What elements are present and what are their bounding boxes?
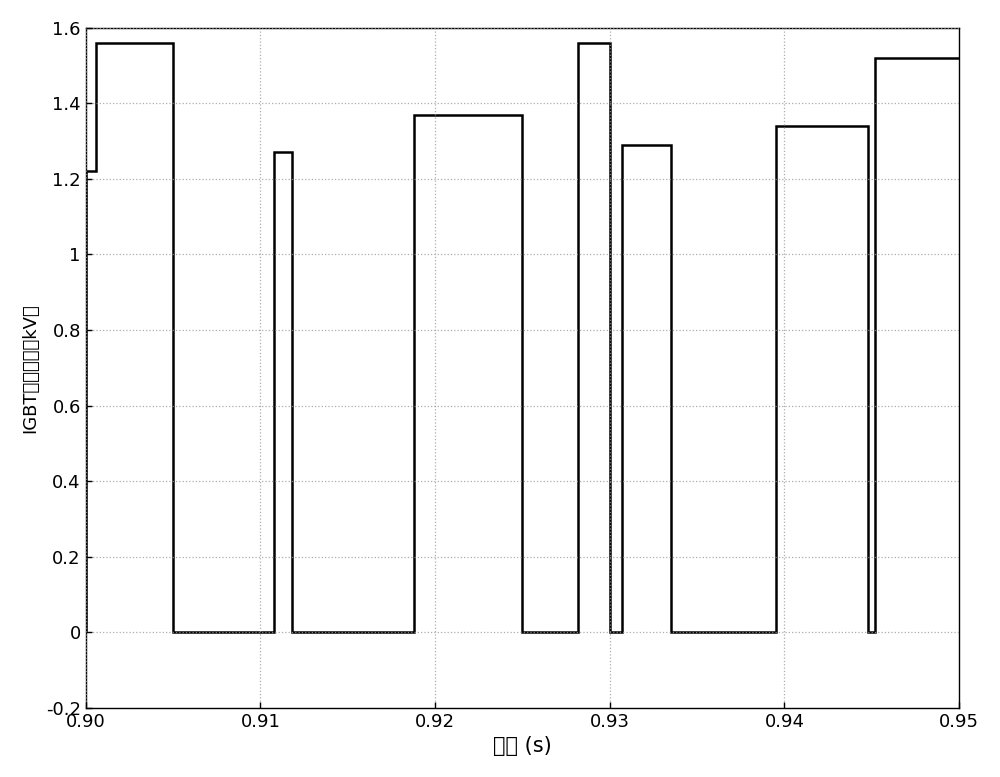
Y-axis label: IGBT芯片电压（kV）: IGBT芯片电压（kV） [21, 303, 39, 433]
X-axis label: 时间 (s): 时间 (s) [493, 736, 552, 756]
